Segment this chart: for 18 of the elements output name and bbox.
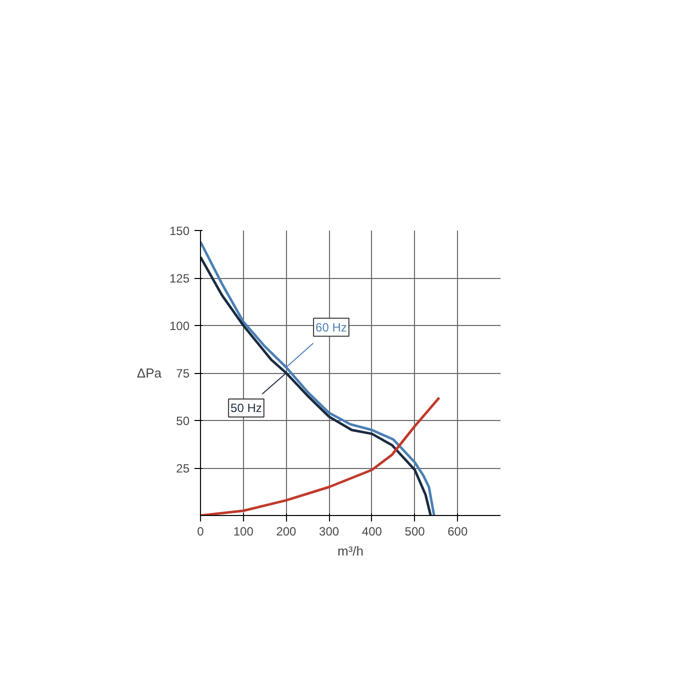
line-series [200,396,440,516]
x-tick-label: 600 [448,524,468,538]
text: 50 Hz [230,401,262,415]
x-tick-label: 0 [197,524,204,538]
y-axis-title: ΔPa [136,366,162,380]
text: 60 Hz [316,320,347,334]
y-tick-label: 75 [176,366,190,380]
y-tick-label: 150 [169,224,190,238]
y-tick-label: 100 [169,319,190,333]
x-tick-label: 300 [319,524,340,538]
x-tick-label: 500 [404,524,426,538]
x-tick-label: 100 [233,524,254,538]
x-tick-label: 400 [362,524,382,538]
x-tick-label: 200 [276,524,297,538]
y-tick-label: 125 [169,272,190,286]
x-axis-title: m³/h [338,544,364,558]
y-tick-label: 25 [176,462,190,476]
y-tick-label: 50 [176,414,190,428]
